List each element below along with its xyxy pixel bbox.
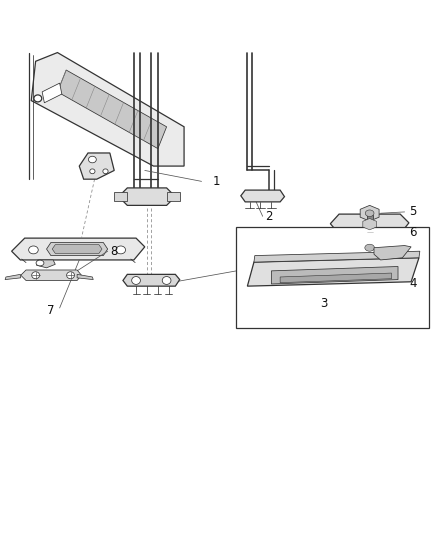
Ellipse shape: [88, 156, 96, 163]
Bar: [367, 215, 373, 235]
Polygon shape: [272, 266, 398, 284]
Ellipse shape: [365, 210, 374, 216]
Ellipse shape: [365, 244, 374, 251]
Text: 3: 3: [320, 297, 328, 310]
Polygon shape: [359, 238, 380, 257]
Polygon shape: [21, 270, 81, 280]
Bar: [360, 250, 380, 264]
Ellipse shape: [28, 246, 38, 254]
Text: 7: 7: [47, 304, 55, 317]
Polygon shape: [254, 251, 420, 262]
Text: 2: 2: [265, 210, 273, 223]
Polygon shape: [5, 274, 21, 280]
Ellipse shape: [162, 277, 171, 285]
Polygon shape: [280, 273, 392, 282]
Ellipse shape: [32, 272, 39, 279]
Polygon shape: [36, 260, 55, 268]
Ellipse shape: [90, 169, 95, 174]
Ellipse shape: [103, 169, 108, 174]
Bar: [237, 227, 428, 328]
Text: 5: 5: [410, 205, 417, 219]
Text: 4: 4: [410, 278, 417, 290]
Ellipse shape: [67, 272, 74, 279]
Polygon shape: [77, 274, 93, 280]
Ellipse shape: [36, 260, 44, 266]
Polygon shape: [57, 70, 166, 149]
Polygon shape: [241, 190, 285, 202]
Polygon shape: [52, 245, 102, 253]
Ellipse shape: [360, 261, 380, 267]
Ellipse shape: [116, 246, 126, 254]
Polygon shape: [360, 205, 379, 221]
Polygon shape: [247, 258, 419, 286]
Ellipse shape: [132, 277, 141, 285]
Ellipse shape: [365, 220, 374, 228]
Polygon shape: [330, 214, 409, 234]
Polygon shape: [114, 192, 127, 201]
Polygon shape: [12, 238, 145, 260]
Polygon shape: [31, 53, 184, 166]
Polygon shape: [79, 153, 114, 179]
Polygon shape: [374, 246, 411, 260]
Polygon shape: [123, 274, 180, 286]
Polygon shape: [42, 83, 62, 103]
Text: 6: 6: [410, 226, 417, 239]
Polygon shape: [166, 192, 180, 201]
Polygon shape: [46, 243, 108, 256]
Ellipse shape: [34, 95, 42, 102]
Text: 8: 8: [110, 245, 118, 258]
Polygon shape: [119, 188, 175, 205]
Text: 1: 1: [213, 175, 221, 188]
Polygon shape: [363, 219, 376, 230]
